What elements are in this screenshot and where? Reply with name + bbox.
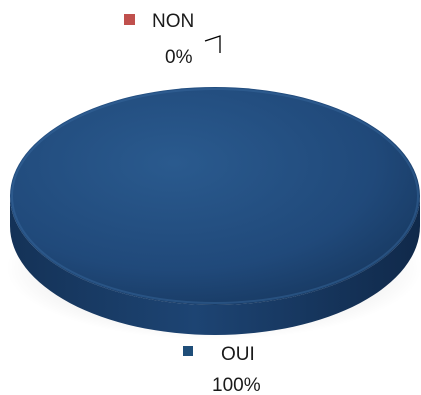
slice-label-oui: OUI [221,344,255,365]
pie-slice-oui [10,87,420,305]
slice-value-non: 0% [165,47,193,68]
pie-bevel [11,88,419,304]
pie-slice-oui-side [10,196,420,335]
non-leader-line [204,35,221,53]
data-label-oui: OUI 100% [183,344,261,395]
slice-value-oui: 100% [212,375,261,395]
slice-label-non: NON [152,11,194,32]
legend-swatch-oui [183,346,193,356]
data-label-non: NON 0% [124,11,194,68]
legend-swatch-non [124,14,135,25]
